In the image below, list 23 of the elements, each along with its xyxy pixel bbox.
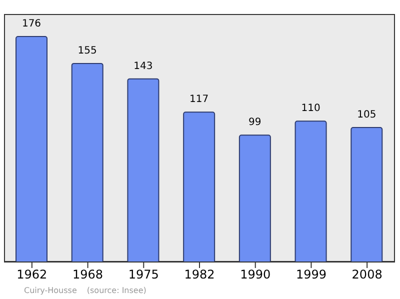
bar	[238, 134, 271, 262]
data-label: 143	[134, 60, 153, 72]
bar	[294, 120, 327, 262]
bar	[127, 78, 160, 262]
data-label: 155	[78, 45, 97, 56]
x-tick-label: 1990	[240, 268, 271, 282]
x-tick-label: 2008	[352, 268, 382, 282]
data-label: 110	[301, 103, 320, 114]
text: Cuiry-Housse	[24, 286, 77, 295]
x-tick-label: 1968	[72, 268, 104, 282]
data-label: 105	[357, 109, 376, 120]
data-label: 99	[248, 117, 262, 128]
bar	[16, 36, 48, 262]
data-label: 117	[190, 94, 209, 106]
x-tick-label: 1999	[296, 268, 326, 282]
x-tick-label: 1962	[16, 268, 48, 282]
x-tick-label: 1975	[128, 268, 159, 282]
data-label: 176	[22, 18, 42, 30]
text: (source: Insee)	[86, 286, 146, 295]
bar	[183, 112, 216, 262]
bar	[71, 62, 104, 262]
x-tick-label: 1982	[184, 268, 215, 282]
bar	[350, 126, 383, 262]
